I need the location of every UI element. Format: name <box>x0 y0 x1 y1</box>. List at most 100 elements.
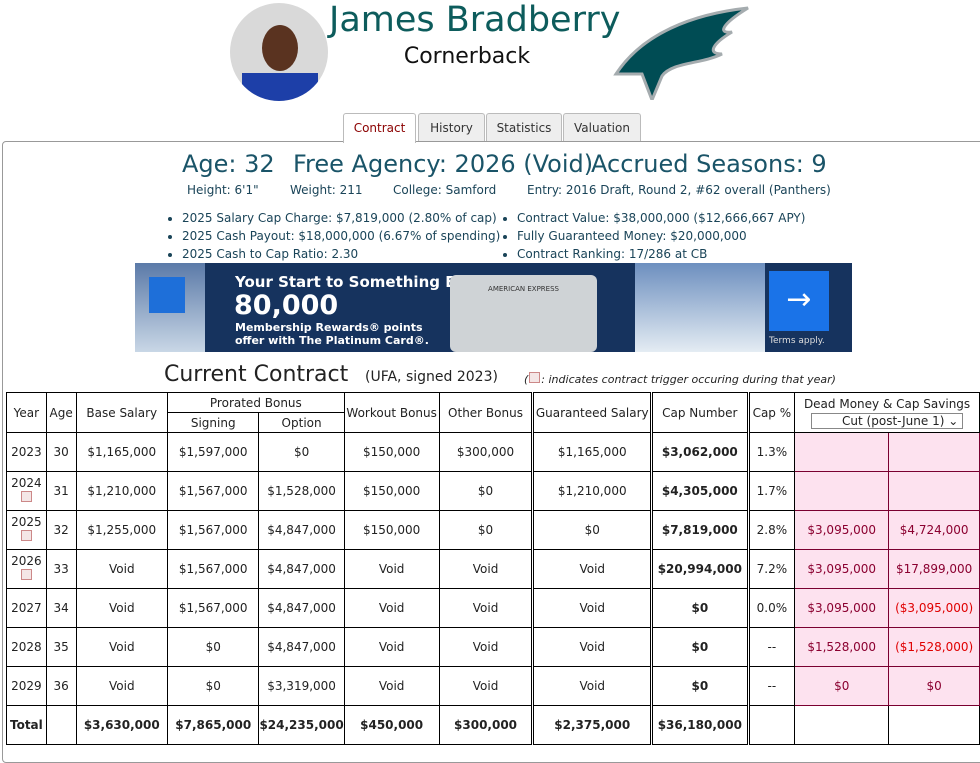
cell-text: $150,000 <box>363 523 421 537</box>
table-cell: $7,819,000 <box>650 510 750 550</box>
ad-card: AMERICAN EXPRESS <box>450 275 597 352</box>
tab[interactable]: History <box>418 113 485 141</box>
table-cell: $7,865,000 <box>166 705 260 745</box>
table-cell: ($1,528,000) <box>888 627 980 667</box>
table-cell: $1,567,000 <box>166 471 260 511</box>
cell-text: Void <box>579 601 606 615</box>
table-cell: ($3,095,000) <box>888 588 980 628</box>
table-cell: $36,180,000 <box>650 705 750 745</box>
cell-text: 0.0% <box>756 601 788 615</box>
cell-text: $450,000 <box>360 718 424 732</box>
cell-text: $0 <box>293 445 310 459</box>
col-header: Signing <box>166 412 260 433</box>
table-cell: $4,305,000 <box>650 471 750 511</box>
cell-text: $4,847,000 <box>267 523 336 537</box>
cell-text: 31 <box>53 484 69 498</box>
table-cell: 2.8% <box>747 510 796 550</box>
table-cell: Void <box>343 627 440 667</box>
cell-text: $1,597,000 <box>178 445 248 459</box>
cell-text: $4,847,000 <box>267 562 336 576</box>
bullet: 2025 Cash Payout: $18,000,000 (6.67% of … <box>182 227 500 245</box>
table-cell: -- <box>747 666 796 706</box>
table-cell: Total <box>6 705 47 745</box>
table-cell: $0 <box>166 666 260 706</box>
cell-text: $36,180,000 <box>657 718 742 732</box>
cell-text: Void <box>108 640 135 654</box>
trigger-icon <box>529 372 541 383</box>
table-cell: $1,255,000 <box>75 510 169 550</box>
table-cell: 30 <box>45 432 77 472</box>
table-cell: $4,847,000 <box>258 588 345 628</box>
ad-text: Membership Rewards® points <box>235 321 423 334</box>
cell-text: $1,567,000 <box>178 523 248 537</box>
age: Age: 32 <box>182 150 275 178</box>
table-cell: $1,597,000 <box>166 432 260 472</box>
table-cell: $0 <box>650 666 750 706</box>
cell-text: $17,899,000 <box>895 562 973 576</box>
cell-text: 33 <box>53 562 69 576</box>
trigger-icon <box>20 491 32 502</box>
tab[interactable]: Contract <box>343 113 416 143</box>
cell-text: 36 <box>53 679 69 693</box>
ad-points: 80,000 <box>234 290 339 321</box>
ad-banner[interactable]: Your Start to Something Epic 80,000 Memb… <box>135 263 852 352</box>
ad-card-text: AMERICAN EXPRESS <box>488 285 559 293</box>
cell-text: $1,567,000 <box>178 601 248 615</box>
cell-text: 35 <box>53 640 69 654</box>
table-cell: $4,847,000 <box>258 510 345 550</box>
cell-text: $0 <box>691 640 709 654</box>
cell-text: $1,255,000 <box>87 523 157 537</box>
cell-text: $150,000 <box>363 445 421 459</box>
table-cell: 36 <box>45 666 77 706</box>
table-cell: Void <box>531 549 652 589</box>
table-cell: $1,210,000 <box>531 471 652 511</box>
tab[interactable]: Valuation <box>563 113 641 141</box>
cell-text: $0 <box>834 679 850 693</box>
table-cell: Void <box>75 549 169 589</box>
cell-text: Void <box>472 640 499 654</box>
col-header: Option <box>258 412 345 433</box>
table-cell: $3,630,000 <box>75 705 169 745</box>
table-cell: Void <box>438 627 534 667</box>
table-cell: $0 <box>438 471 534 511</box>
trigger-icon <box>20 530 32 541</box>
table-row: 2029 36 Void $0 $3,319,000 Void Void Void $0 -- $0… <box>6 666 980 706</box>
cell-text: $1,567,000 <box>178 562 248 576</box>
cell-text: 2026 <box>11 554 42 568</box>
cut-select[interactable]: Cut (post-June 1) ⌄ <box>811 412 964 429</box>
ad-text: offer with The Platinum Card®. <box>235 334 429 347</box>
table-cell: Void <box>438 666 534 706</box>
table-cell: $2,375,000 <box>531 705 652 745</box>
table-cell: Void <box>343 666 440 706</box>
tab[interactable]: Statistics <box>486 113 562 141</box>
cell-text: $1,528,000 <box>807 640 877 654</box>
cell-text: $2,375,000 <box>554 718 631 732</box>
cell-text: Void <box>579 679 606 693</box>
cell-text: $1,165,000 <box>87 445 157 459</box>
cell-text: $4,847,000 <box>267 601 336 615</box>
cell-text: 7.2% <box>756 562 788 576</box>
contract-subtitle: (UFA, signed 2023) <box>365 369 498 385</box>
col-header: Dead Money & Cap Savings Cut (post-June 1… <box>794 392 980 433</box>
table-cell: 31 <box>45 471 77 511</box>
contract-title: Current Contract <box>164 362 349 387</box>
cell-text: $0 <box>477 523 494 537</box>
cell-text: ($3,095,000) <box>895 601 974 615</box>
table-cell: 2026 <box>6 549 47 589</box>
cell-text: 2027 <box>11 601 42 615</box>
table-cell: $1,567,000 <box>166 588 260 628</box>
ad-arrow[interactable]: → <box>769 271 829 331</box>
table-cell: $0 <box>531 510 652 550</box>
table-cell: $150,000 <box>343 471 440 511</box>
cell-text: $20,994,000 <box>657 562 742 576</box>
cell-text: $0 <box>584 523 600 537</box>
cell-text: 34 <box>53 601 69 615</box>
note-paren: ( <box>524 373 529 386</box>
cell-text: Void <box>378 640 405 654</box>
cell-text: $1,528,000 <box>267 484 336 498</box>
bullet: Fully Guaranteed Money: $20,000,000 <box>517 227 805 245</box>
cell-text: $1,210,000 <box>557 484 627 498</box>
table-cell: $0 <box>650 627 750 667</box>
table-cell: $3,062,000 <box>650 432 750 472</box>
cell-text: 2025 <box>11 515 42 529</box>
